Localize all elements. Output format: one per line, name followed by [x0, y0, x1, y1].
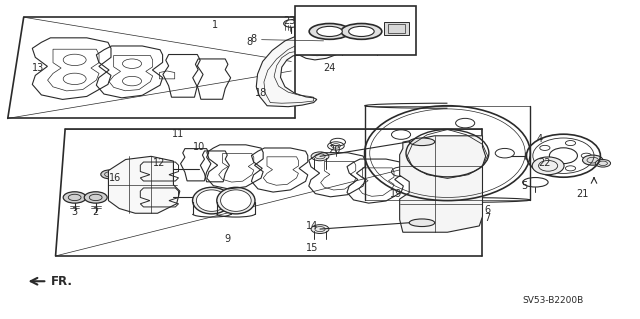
Text: 8: 8: [247, 38, 253, 48]
Text: 23: 23: [284, 16, 296, 26]
Ellipse shape: [100, 170, 118, 179]
Polygon shape: [108, 156, 180, 213]
Text: 22: 22: [538, 158, 550, 168]
Ellipse shape: [196, 190, 227, 211]
Text: 14: 14: [306, 221, 319, 231]
Text: 21: 21: [577, 189, 589, 199]
Text: 24: 24: [323, 63, 336, 73]
Ellipse shape: [341, 24, 382, 39]
Ellipse shape: [595, 160, 611, 167]
Polygon shape: [399, 136, 486, 232]
Ellipse shape: [582, 155, 603, 165]
Text: 3: 3: [72, 207, 77, 217]
Bar: [388, 24, 404, 33]
Text: 11: 11: [172, 129, 185, 139]
Ellipse shape: [317, 26, 342, 36]
Text: 20: 20: [328, 145, 340, 155]
Ellipse shape: [217, 187, 255, 214]
Bar: [294, 6, 415, 55]
Text: FR.: FR.: [51, 275, 73, 288]
Text: SV53-B2200B: SV53-B2200B: [522, 296, 583, 305]
Bar: [384, 22, 409, 34]
Text: 13: 13: [32, 63, 44, 73]
Text: 5: 5: [521, 182, 527, 191]
Ellipse shape: [221, 190, 251, 211]
Ellipse shape: [193, 187, 231, 214]
Text: 19: 19: [390, 189, 403, 199]
Text: 7: 7: [484, 213, 490, 223]
Ellipse shape: [409, 219, 435, 226]
Ellipse shape: [409, 138, 435, 145]
Ellipse shape: [84, 192, 107, 203]
Text: 18: 18: [255, 88, 268, 98]
Polygon shape: [256, 28, 351, 107]
Ellipse shape: [349, 26, 374, 36]
Text: 8: 8: [250, 34, 324, 44]
Ellipse shape: [305, 26, 318, 32]
Text: 1: 1: [212, 20, 218, 30]
Ellipse shape: [309, 24, 350, 39]
Text: 15: 15: [306, 243, 319, 253]
Ellipse shape: [311, 152, 329, 161]
Text: 9: 9: [225, 234, 230, 243]
Text: 16: 16: [109, 174, 121, 183]
Text: 2: 2: [93, 207, 99, 217]
Text: 4: 4: [537, 134, 543, 144]
Ellipse shape: [63, 192, 86, 203]
Ellipse shape: [317, 26, 330, 32]
Ellipse shape: [311, 225, 329, 234]
Text: 17: 17: [394, 28, 406, 38]
Ellipse shape: [532, 157, 564, 175]
Text: 12: 12: [152, 158, 165, 168]
Text: 10: 10: [193, 142, 205, 152]
Text: 6: 6: [484, 205, 490, 215]
